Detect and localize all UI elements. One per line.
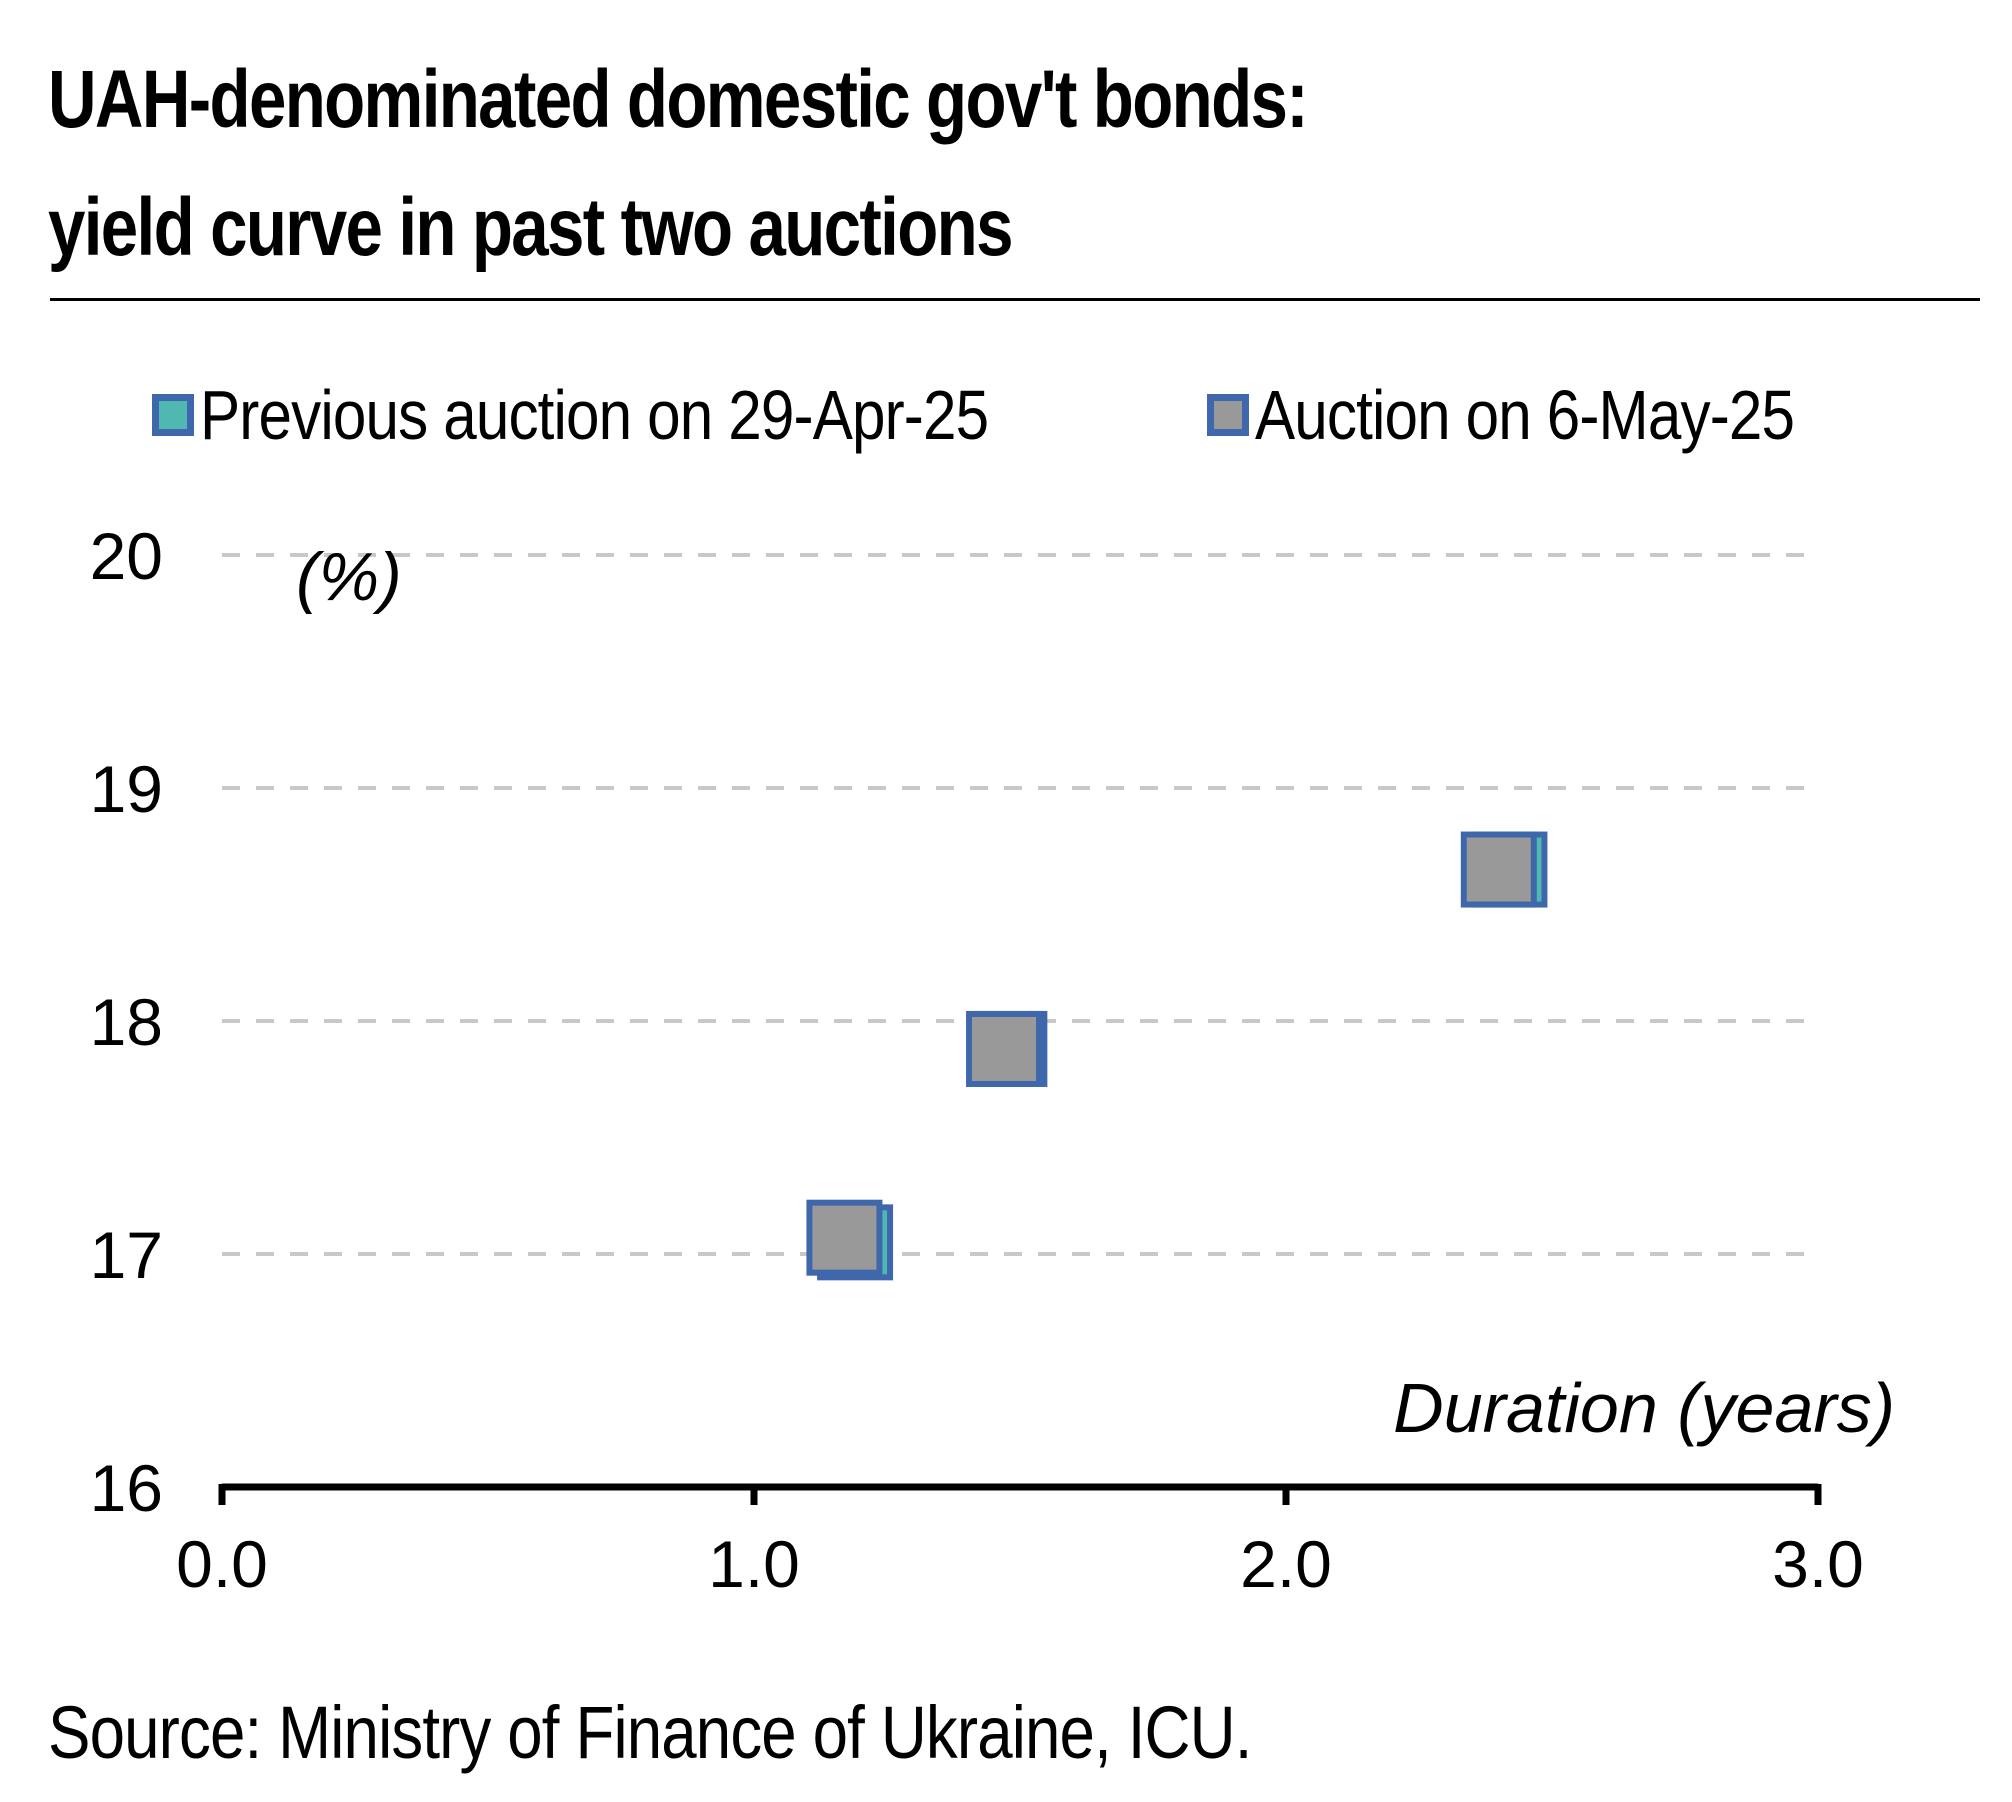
marker-series-1-point-0 xyxy=(806,1199,883,1276)
x-axis xyxy=(218,1483,1822,1505)
chart-title: UAH-denominated domestic gov't bonds: yi… xyxy=(48,36,1606,292)
x-tick-label-0.0: 0.0 xyxy=(176,1527,268,1601)
tick-labels: 16 17 18 19 20 0.0 1.0 2.0 3.0 xyxy=(90,519,1864,1601)
legend-swatch-current xyxy=(1206,394,1249,436)
marker-series-1-point-2 xyxy=(1460,831,1537,908)
x-tick-label-2.0: 2.0 xyxy=(1240,1527,1332,1601)
title-divider xyxy=(50,298,1980,301)
title-line-2: yield curve in past two auctions xyxy=(48,182,1013,273)
y-tick-label-16: 16 xyxy=(90,1451,163,1525)
scatter-chart: 16 17 18 19 20 0.0 1.0 2.0 3.0 (%) Duration (yea… xyxy=(90,519,1895,1601)
legend: Previous auction on 29-Apr-25 Auction on… xyxy=(152,370,1971,460)
y-tick-label-17: 17 xyxy=(90,1218,163,1292)
source-note: Source: Ministry of Finance of Ukraine, … xyxy=(48,1691,1252,1774)
y-tick-label-20: 20 xyxy=(90,519,163,593)
x-tick-label-1.0: 1.0 xyxy=(708,1527,800,1601)
y-tick-label-19: 19 xyxy=(90,752,163,826)
title-line-1: UAH-denominated domestic gov't bonds: xyxy=(48,54,1309,145)
y-tick-label-18: 18 xyxy=(90,985,163,1059)
y-axis-label: (%) xyxy=(296,539,402,615)
legend-item-previous: Previous auction on 29-Apr-25 xyxy=(152,375,1117,455)
marker-series-1-point-1 xyxy=(966,1010,1043,1087)
legend-swatch-previous xyxy=(152,394,194,436)
data-markers xyxy=(806,831,1548,1281)
legend-label-current: Auction on 6-May-25 xyxy=(1254,376,1795,454)
x-axis-label: Duration (years) xyxy=(1393,1369,1895,1447)
x-tick-label-3.0: 3.0 xyxy=(1772,1527,1864,1601)
grid-lines xyxy=(222,553,1818,1256)
legend-label-previous: Previous auction on 29-Apr-25 xyxy=(200,376,989,454)
legend-item-current: Auction on 6-May-25 xyxy=(1206,375,1882,455)
